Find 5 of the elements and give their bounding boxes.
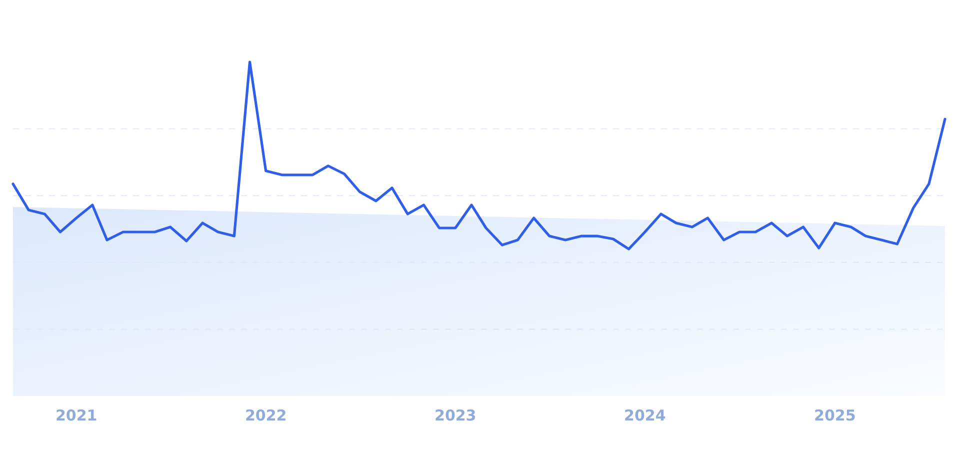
x-tick-label: 2024	[624, 406, 666, 425]
x-tick-label: 2022	[244, 406, 287, 425]
x-tick-label: 2025	[814, 406, 856, 425]
x-tick-label: 2021	[55, 406, 98, 425]
x-tick-label: 2023	[434, 406, 476, 425]
